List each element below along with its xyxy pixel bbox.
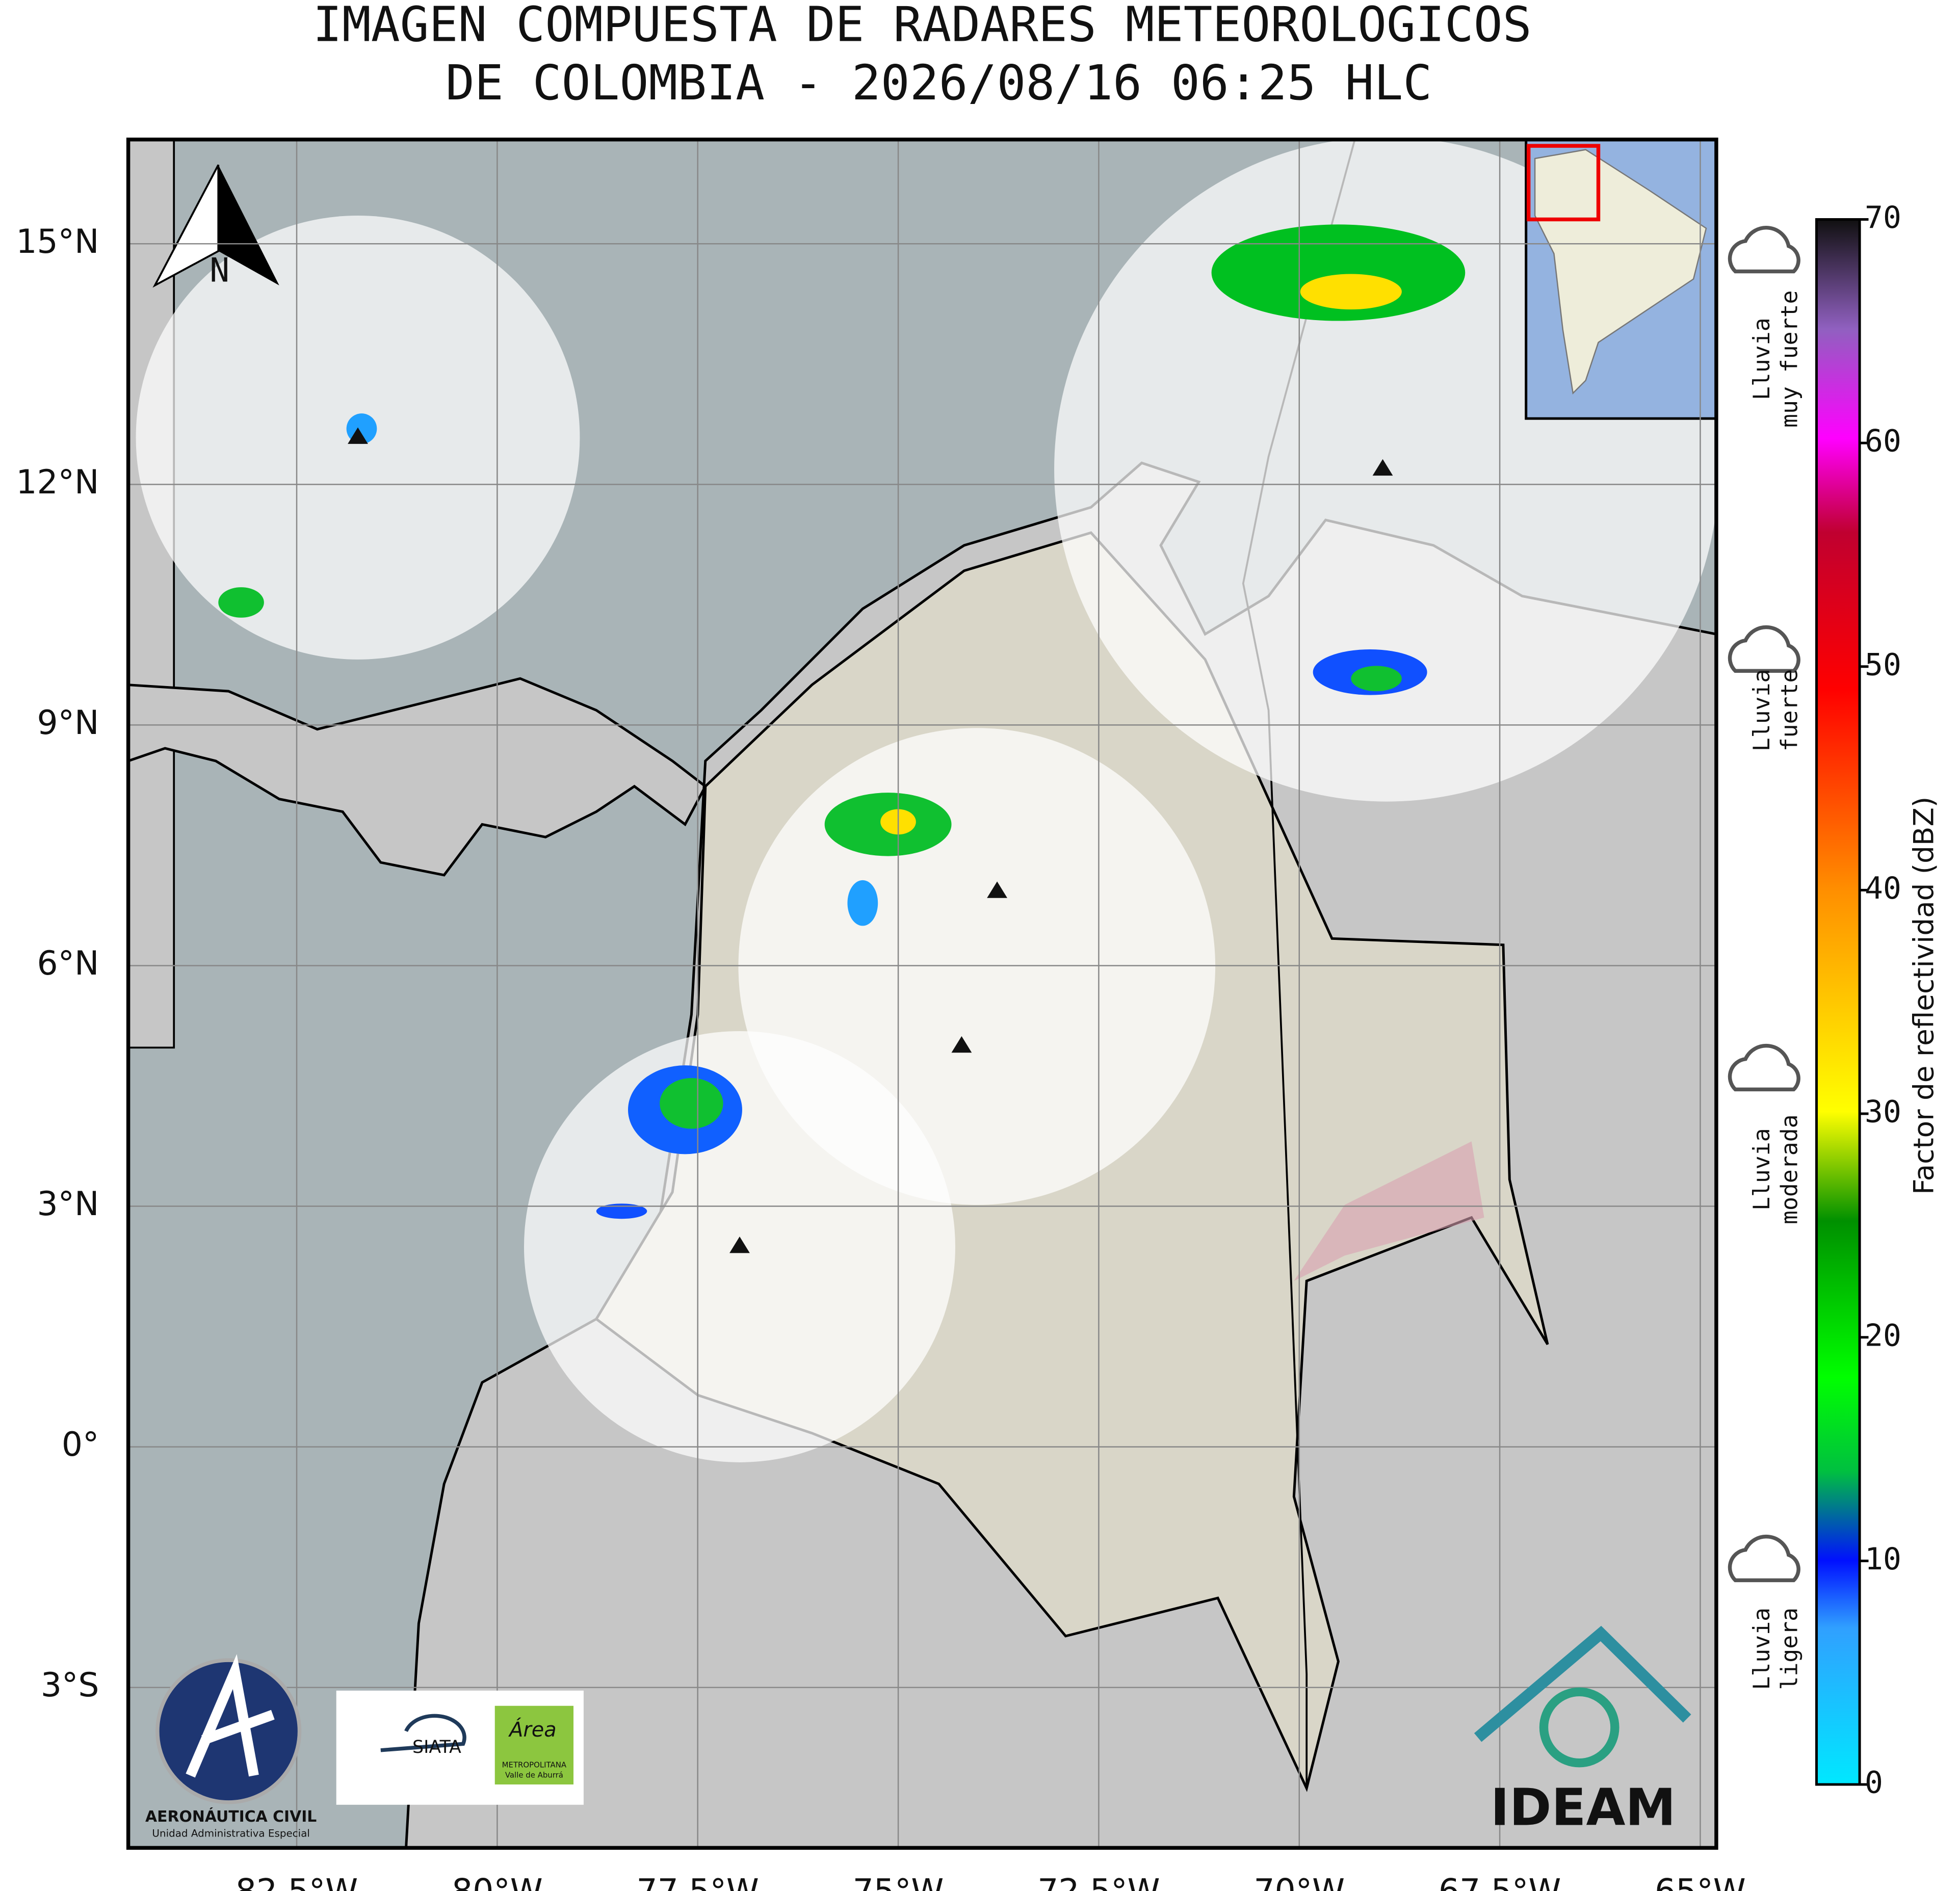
legend-label: Lluvia [1748,318,1775,400]
y-tick-label: 15°N [16,223,99,261]
map-area: N AERONÁUTICA CIVIL Unidad Administrativ… [128,139,1716,1848]
legend-label: ligera [1776,1608,1803,1690]
y-tick-label: 9°N [37,704,99,742]
legend-label: moderada [1776,1114,1803,1224]
precipitation [218,224,1466,1219]
weather-icon [1728,226,1800,274]
logo-text: Unidad Administrativa Especial [152,1828,309,1840]
legend-label: Lluvia [1748,1608,1775,1690]
logo-text: IDEAM [1491,1779,1676,1837]
y-tick-label: 12°N [16,463,99,502]
radar-sites [348,427,1393,1253]
legend-label: Lluvia [1748,669,1775,752]
logo-text: AERONÁUTICA CIVIL [145,1807,317,1826]
land [128,677,707,877]
x-tick-label: 67.5°W [1439,1873,1561,1891]
aerocivil-logo: AERONÁUTICA CIVIL Unidad Administrativa … [145,1654,317,1840]
axis-ticks: 82.5°W 80°W 77.5°W 75°W 72.5°W 70°W 67.5°W 65°W… [16,223,1745,1891]
weather-icon [1728,1043,1800,1092]
x-tick-label: 70°W [1253,1873,1345,1891]
colorbar-tick-label: 10 [1865,1542,1901,1577]
legend-entry: Lluvia moderada [1728,1043,1803,1224]
legend-entry: Lluvia fuerte [1728,625,1803,752]
y-tick-label: 3°N [37,1185,99,1223]
inset-map [1525,139,1716,420]
x-tick-label: 77.5°W [637,1873,759,1891]
legend-entry: Lluvia ligera [1728,1534,1803,1690]
colorbar-tick-label: 50 [1865,647,1901,682]
colorbar-label: Factor de reflectividad (dBZ) [1907,797,1940,1195]
x-tick-label: 65°W [1655,1873,1746,1891]
logo-text: Valle de Aburrá [505,1771,563,1780]
colorbar-tick-label: 70 [1865,200,1901,235]
siata-area-logo: SIATA Área METROPOLITANA Valle de Aburrá [336,1690,584,1805]
legend-entry: Lluvia muy fuerte [1728,226,1803,428]
y-tick-label: 3°S [41,1666,99,1704]
x-tick-label: 80°W [452,1873,543,1891]
legend-label: Lluvia [1748,1128,1775,1211]
map-frame [126,137,1718,1850]
logo-text: SIATA [412,1737,461,1757]
y-tick-label: 0° [62,1426,99,1464]
north-label: N [210,252,229,290]
colorbar [1815,218,1861,1786]
legend-label: muy fuerte [1776,290,1803,428]
north-arrow: N [152,164,279,290]
weather-icon [1728,1534,1800,1583]
x-tick-label: 75°W [853,1873,944,1891]
title-line: DE COLOMBIA - 2026/08/16 06:25 HLC [446,55,1432,111]
colorbar-tick-label: 0 [1865,1766,1883,1801]
x-tick-label: 72.5°W [1037,1873,1160,1891]
colorbar-tick-label: 20 [1865,1318,1901,1353]
title-line: IMAGEN COMPUESTA DE RADARES METEOROLOGIC… [313,0,1532,53]
y-tick-label: 6°N [37,944,99,983]
colorbar-tick-label: 40 [1865,871,1901,906]
colorbar-tick-label: 30 [1865,1095,1901,1130]
weather-icon [1728,625,1800,673]
colorbar-tick-label: 60 [1865,424,1901,459]
ideam-logo: IDEAM [1474,1625,1691,1837]
x-tick-label: 82.5°W [236,1873,358,1891]
colorbar-ticks: 0 10 20 30 40 50 60 70 [1860,200,1901,1801]
logo-text: Área [508,1718,556,1742]
grid [128,139,1716,1848]
legend-label: fuerte [1776,669,1803,752]
logo-text: METROPOLITANA [502,1761,567,1770]
region-shade [1294,1141,1484,1281]
